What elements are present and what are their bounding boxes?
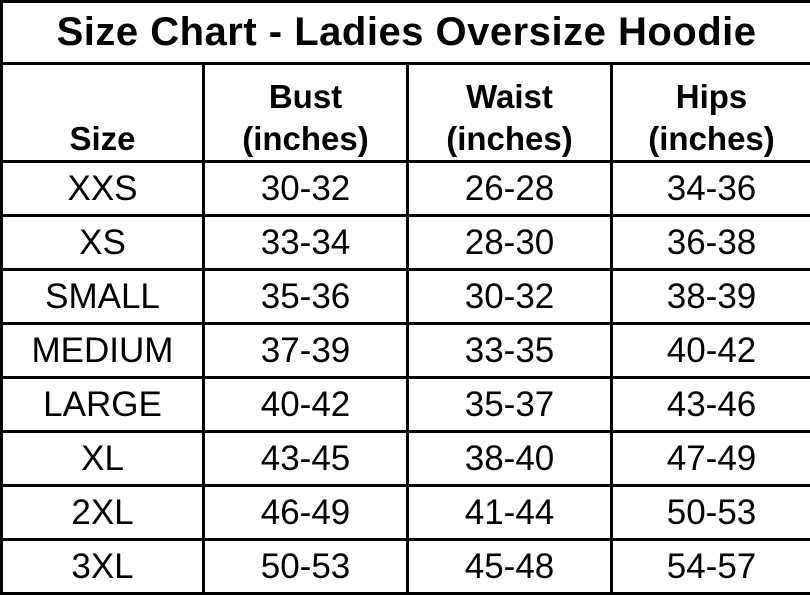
- table-row: XXS 30-32 26-28 34-36: [2, 162, 810, 216]
- bust-cell: 35-36: [204, 270, 408, 324]
- size-cell: XS: [2, 216, 204, 270]
- waist-cell: 28-30: [408, 216, 612, 270]
- hips-cell: 34-36: [612, 162, 810, 216]
- size-cell: XXS: [2, 162, 204, 216]
- waist-cell: 35-37: [408, 378, 612, 432]
- column-header-bust-unit: (inches): [205, 118, 406, 160]
- table-row: SMALL 35-36 30-32 38-39: [2, 270, 810, 324]
- bust-cell: 50-53: [204, 540, 408, 594]
- hips-cell: 50-53: [612, 486, 810, 540]
- column-header-size-label: Size: [69, 120, 135, 157]
- hips-cell: 40-42: [612, 324, 810, 378]
- waist-cell: 30-32: [408, 270, 612, 324]
- bust-cell: 33-34: [204, 216, 408, 270]
- chart-title: Size Chart - Ladies Oversize Hoodie: [2, 2, 810, 64]
- table-row: LARGE 40-42 35-37 43-46: [2, 378, 810, 432]
- table-row: XL 43-45 38-40 47-49: [2, 432, 810, 486]
- hips-cell: 47-49: [612, 432, 810, 486]
- table-row: 3XL 50-53 45-48 54-57: [2, 540, 810, 594]
- hips-cell: 54-57: [612, 540, 810, 594]
- waist-cell: 41-44: [408, 486, 612, 540]
- column-header-size: Size: [2, 64, 204, 162]
- column-header-hips-unit: (inches): [613, 118, 810, 160]
- column-header-hips: Hips (inches): [612, 64, 810, 162]
- bust-cell: 40-42: [204, 378, 408, 432]
- header-row: Size Bust (inches) Waist (inches) Hips (…: [2, 64, 810, 162]
- bust-cell: 30-32: [204, 162, 408, 216]
- waist-cell: 26-28: [408, 162, 612, 216]
- column-header-bust-label: Bust: [269, 78, 342, 115]
- size-cell: XL: [2, 432, 204, 486]
- size-cell: 2XL: [2, 486, 204, 540]
- hips-cell: 43-46: [612, 378, 810, 432]
- waist-cell: 45-48: [408, 540, 612, 594]
- column-header-waist-unit: (inches): [409, 118, 610, 160]
- column-header-bust: Bust (inches): [204, 64, 408, 162]
- waist-cell: 33-35: [408, 324, 612, 378]
- column-header-waist-label: Waist: [466, 78, 553, 115]
- waist-cell: 38-40: [408, 432, 612, 486]
- hips-cell: 36-38: [612, 216, 810, 270]
- size-cell: MEDIUM: [2, 324, 204, 378]
- hips-cell: 38-39: [612, 270, 810, 324]
- title-row: Size Chart - Ladies Oversize Hoodie: [2, 2, 810, 64]
- column-header-hips-label: Hips: [676, 78, 748, 115]
- bust-cell: 43-45: [204, 432, 408, 486]
- bust-cell: 37-39: [204, 324, 408, 378]
- table-row: MEDIUM 37-39 33-35 40-42: [2, 324, 810, 378]
- size-cell: SMALL: [2, 270, 204, 324]
- table-row: 2XL 46-49 41-44 50-53: [2, 486, 810, 540]
- size-cell: LARGE: [2, 378, 204, 432]
- table-row: XS 33-34 28-30 36-38: [2, 216, 810, 270]
- column-header-waist: Waist (inches): [408, 64, 612, 162]
- bust-cell: 46-49: [204, 486, 408, 540]
- size-cell: 3XL: [2, 540, 204, 594]
